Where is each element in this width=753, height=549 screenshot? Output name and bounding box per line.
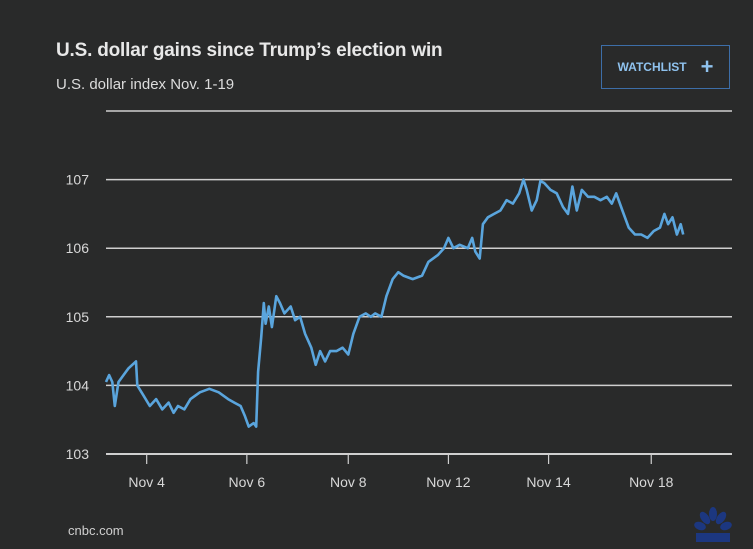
gridlines — [106, 110, 732, 455]
x-tick-label: Nov 6 — [229, 474, 266, 490]
x-tick-label: Nov 14 — [526, 474, 571, 490]
x-tick-label: Nov 18 — [629, 474, 674, 490]
x-axis: Nov 4 Nov 6 Nov 8 Nov 12 Nov 14 Nov 18 — [128, 454, 674, 490]
watchlist-button[interactable]: WATCHLIST + — [601, 45, 730, 89]
series-line-dollar-index — [104, 178, 685, 428]
cnbc-logo — [694, 507, 732, 542]
x-tick-label: Nov 12 — [426, 474, 471, 490]
watchlist-label: WATCHLIST — [617, 60, 687, 74]
y-tick-label: 104 — [66, 377, 90, 393]
x-tick-label: Nov 8 — [330, 474, 367, 490]
chart-subtitle: U.S. dollar index Nov. 1-19 — [56, 76, 235, 93]
y-axis: 103 104 105 106 107 — [66, 172, 90, 462]
x-tick-label: Nov 4 — [128, 474, 165, 490]
series-layer — [104, 178, 685, 428]
chart-title: U.S. dollar gains since Trump’s election… — [56, 40, 443, 61]
y-tick-label: 105 — [66, 309, 90, 325]
y-tick-label: 107 — [66, 172, 90, 188]
plus-icon: + — [700, 54, 714, 79]
y-tick-label: 103 — [66, 446, 90, 462]
source-credit: cnbc.com — [68, 523, 124, 538]
y-tick-label: 106 — [66, 240, 90, 256]
